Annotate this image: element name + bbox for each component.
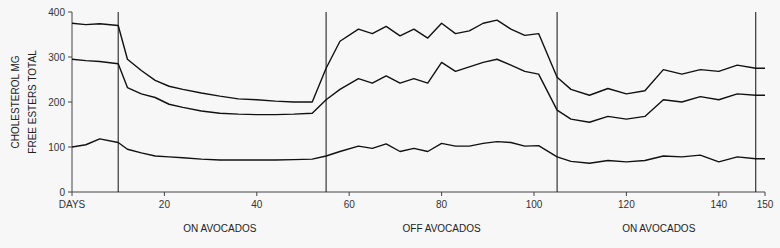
x-tick: [441, 192, 442, 196]
section-label: ON AVOCADOS: [183, 223, 256, 234]
y-tick: [68, 102, 72, 103]
x-tick: [72, 192, 73, 196]
x-tick: [349, 192, 350, 196]
x-tick-label: 20: [159, 199, 171, 210]
y-tick-label: 200: [48, 97, 65, 108]
x-tick-label: 100: [526, 199, 543, 210]
y-tick-label: 100: [48, 142, 65, 153]
section-label: OFF AVOCADOS: [403, 223, 481, 234]
section-divider: [557, 12, 558, 192]
plot-area: [72, 12, 765, 192]
section-divider: [755, 12, 756, 192]
x-tick-label: 60: [344, 199, 356, 210]
x-tick-label: DAYS: [59, 199, 86, 210]
background: [0, 0, 780, 248]
x-tick-label: 150: [757, 199, 774, 210]
y-tick: [68, 192, 72, 193]
x-axis: [72, 192, 765, 193]
y-tick: [68, 12, 72, 13]
x-tick: [164, 192, 165, 196]
x-tick: [765, 192, 766, 196]
series-line: [72, 20, 765, 102]
x-tick: [626, 192, 627, 196]
y-axis-label: FREE ESTERS TOTAL: [27, 50, 38, 154]
y-tick: [68, 57, 72, 58]
y-tick: [68, 147, 72, 148]
chart: 0 100 200 300 400 DAYS 20 40 60 80 100 120 140 150 CHO…: [0, 0, 780, 248]
x-tick: [534, 192, 535, 196]
x-tick: [718, 192, 719, 196]
x-tick-label: 140: [710, 199, 727, 210]
series-line: [72, 139, 765, 163]
x-tick-label: 80: [436, 199, 448, 210]
y-tick-label: 400: [48, 7, 65, 18]
series-line: [72, 59, 765, 122]
section-label: ON AVOCADOS: [622, 223, 695, 234]
section-divider: [326, 12, 327, 192]
y-tick-label: 300: [48, 52, 65, 63]
x-tick-label: 120: [618, 199, 635, 210]
y-tick-label: 0: [59, 187, 65, 198]
x-tick-label: 40: [251, 199, 263, 210]
y-axis-label: CHOLESTEROL MG: [10, 55, 21, 148]
x-tick: [256, 192, 257, 196]
section-divider: [118, 12, 119, 192]
